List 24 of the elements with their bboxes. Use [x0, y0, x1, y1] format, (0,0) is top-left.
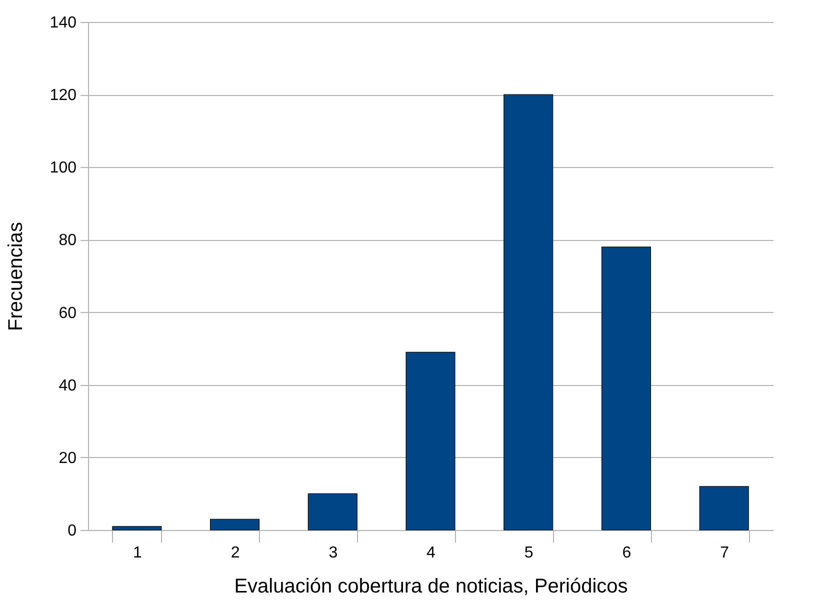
x-axis-title: Evaluación cobertura de noticias, Periódicos: [234, 576, 628, 598]
y-tick-label: 60: [58, 304, 77, 322]
bar: [504, 94, 554, 530]
y-tick-label: 0: [68, 522, 77, 540]
x-tick-label: 2: [230, 544, 240, 562]
bar: [601, 246, 651, 530]
bar: [406, 352, 456, 530]
y-tick-label: 100: [50, 160, 77, 177]
bar: [210, 518, 260, 530]
x-tick-label: 7: [720, 544, 730, 562]
y-tick-label: 40: [58, 377, 77, 394]
bar: [112, 526, 162, 530]
y-tick-label: 80: [58, 232, 77, 250]
y-tick-label: 20: [58, 450, 77, 467]
x-tick-label: 5: [524, 544, 534, 562]
x-tick-label: 6: [622, 544, 632, 562]
bar: [699, 486, 749, 530]
y-tick-label: 140: [50, 14, 77, 32]
y-axis-title: Frecuencias: [4, 222, 27, 331]
y-tick-label: 120: [50, 87, 77, 104]
x-tick-label: 1: [132, 544, 142, 562]
x-tick-label: 3: [328, 544, 338, 562]
x-tick-label: 4: [426, 544, 436, 562]
bar: [308, 493, 358, 530]
